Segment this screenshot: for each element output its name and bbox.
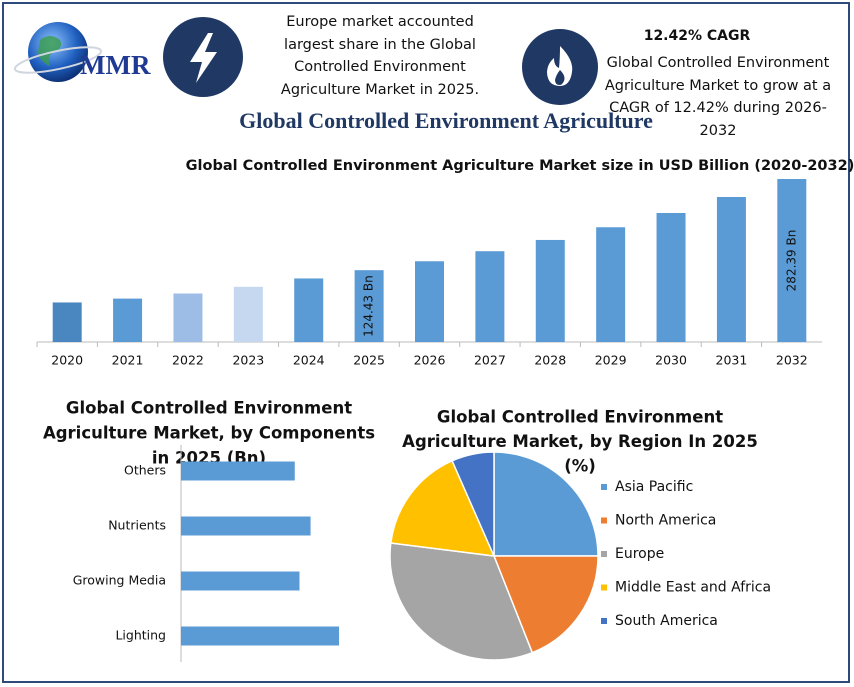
chart-title: Agriculture Market, by Components — [43, 424, 375, 443]
bar — [716, 197, 746, 342]
x-tick-label: 2032 — [776, 353, 808, 368]
x-tick-label: 2028 — [534, 353, 566, 368]
legend-swatch — [601, 584, 607, 591]
chart-title: Global Controlled Environment — [437, 408, 723, 427]
chart-title: Global Controlled Environment Agricultur… — [186, 158, 854, 174]
bar — [52, 302, 82, 342]
note-left: Controlled Environment — [294, 59, 466, 75]
x-tick-label: 2031 — [716, 353, 748, 368]
note-left: largest share in the Global — [284, 37, 476, 53]
note-left: Agriculture Market in 2025. — [281, 82, 479, 98]
bar — [415, 261, 444, 342]
x-tick-label: 2020 — [51, 353, 83, 368]
x-tick-label: 2021 — [112, 353, 144, 368]
pie-slice — [389, 459, 496, 557]
bar — [181, 626, 339, 646]
bar — [233, 286, 263, 342]
x-tick-label: 2027 — [474, 353, 506, 368]
chart-title: Global Controlled Environment — [66, 399, 352, 418]
note-right: 2032 — [700, 123, 737, 139]
x-tick-label: 2023 — [232, 353, 264, 368]
bar — [354, 270, 384, 342]
bar — [656, 212, 686, 342]
y-tick-label: Lighting — [115, 628, 166, 643]
note-right: Agriculture Market to grow at a — [605, 78, 831, 94]
value-label: 282.39 Bn — [784, 230, 798, 292]
bar — [173, 293, 203, 342]
chart-title: (%) — [564, 457, 596, 476]
bar — [596, 227, 626, 342]
x-tick-label: 2026 — [414, 353, 446, 368]
bar — [777, 179, 807, 342]
bar — [181, 516, 311, 536]
y-tick-label: Growing Media — [73, 573, 166, 588]
x-tick-label: 2025 — [353, 353, 385, 368]
note-right: CAGR of 12.42% during 2026- — [609, 100, 827, 116]
logo: MMR — [13, 22, 151, 82]
y-tick-label: Others — [124, 463, 166, 478]
legend-swatch — [601, 618, 607, 624]
pie-slice — [493, 451, 599, 557]
bar — [181, 571, 300, 591]
legend-swatch — [601, 517, 607, 524]
main-title: Global Controlled Environment Agricultur… — [239, 108, 653, 133]
legend-label: North America — [615, 513, 716, 529]
y-tick-label: Nutrients — [108, 518, 166, 533]
value-label: 124.43 Bn — [362, 275, 376, 337]
note-right: Global Controlled Environment — [607, 55, 830, 71]
cagr-title: 12.42% CAGR — [644, 28, 751, 44]
pie-slice — [451, 451, 495, 557]
legend-label: South America — [615, 613, 718, 629]
pie-slice — [389, 542, 534, 661]
x-tick-label: 2022 — [172, 353, 204, 368]
legend-label: Europe — [615, 546, 664, 562]
bar — [475, 251, 505, 342]
flame-icon — [522, 29, 598, 105]
pie-slice — [492, 555, 599, 654]
legend-swatch — [601, 484, 607, 490]
bar — [113, 298, 143, 342]
legend-label: Middle East and Africa — [615, 580, 771, 596]
logo-text: MMR — [80, 50, 151, 80]
x-tick-label: 2030 — [655, 353, 687, 368]
chart-title: Agriculture Market, by Region In 2025 — [402, 432, 758, 451]
bar — [181, 461, 295, 481]
note-left: Europe market accounted — [286, 14, 474, 30]
x-tick-label: 2024 — [293, 353, 325, 368]
legend-swatch — [601, 551, 607, 557]
bar — [294, 278, 324, 342]
bolt-icon — [163, 17, 243, 97]
x-tick-label: 2029 — [595, 353, 627, 368]
legend-label: Asia Pacific — [615, 479, 693, 495]
bar — [535, 239, 565, 342]
